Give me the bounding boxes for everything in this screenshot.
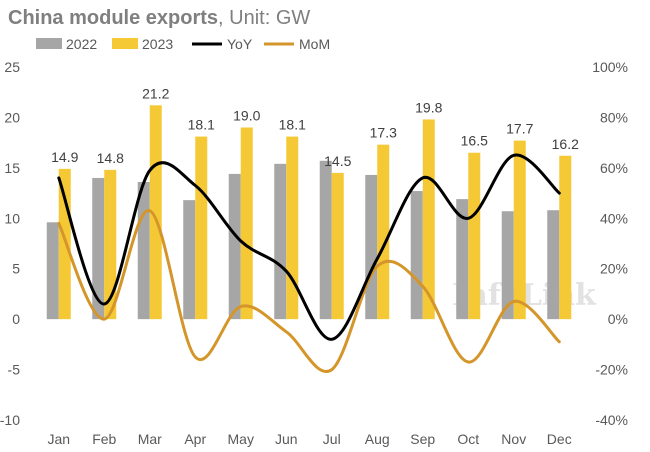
data-label-2023: 16.5 [461, 133, 488, 149]
y-right-tick-label: 100% [592, 59, 628, 75]
x-tick-label: Feb [92, 431, 116, 447]
x-tick-label: Jan [47, 431, 70, 447]
chart-title: China module exports, Unit: GW [8, 7, 310, 29]
legend-swatch-2022 [36, 38, 62, 49]
legend-swatch-2023 [112, 38, 138, 49]
bar-2023 [286, 136, 299, 320]
bar-2023 [377, 144, 390, 320]
y-left-tick-label: 5 [12, 261, 20, 277]
x-tick-label: Oct [457, 431, 479, 447]
y-right-tick-label: -20% [595, 362, 628, 378]
data-label-2023: 18.1 [279, 117, 306, 133]
y-left-tick-label: 15 [4, 160, 20, 176]
x-tick-label: Apr [184, 431, 206, 447]
bar-2023 [240, 127, 253, 320]
bar-2022 [183, 200, 196, 320]
bar-2022 [547, 210, 560, 320]
x-tick-label: Jul [323, 431, 341, 447]
y-right-tick-label: 60% [600, 160, 628, 176]
y-right-tick-label: 40% [600, 210, 628, 226]
bar-2022 [137, 181, 150, 320]
legend-label-2022: 2022 [66, 36, 97, 52]
data-label-2023: 19.0 [233, 108, 260, 124]
bar-2022 [46, 222, 59, 320]
x-tick-label: Nov [501, 431, 526, 447]
title-main: China module exports [8, 7, 218, 29]
bar-2022 [456, 199, 469, 320]
bar-2023 [149, 105, 162, 320]
x-tick-label: Jun [275, 431, 298, 447]
x-tick-label: Dec [547, 431, 572, 447]
x-tick-label: May [228, 431, 254, 447]
data-label-2023: 17.7 [506, 121, 533, 137]
y-right-tick-label: 0% [608, 311, 628, 327]
y-right-tick-label: -40% [595, 412, 628, 428]
data-label-2023: 21.2 [142, 85, 169, 101]
y-right-tick-label: 80% [600, 109, 628, 125]
bar-2022 [274, 163, 287, 320]
data-label-2023: 14.9 [51, 149, 78, 165]
bar-2023 [331, 172, 344, 320]
y-left-tick-label: -5 [8, 362, 21, 378]
y-left-tick-label: -10 [0, 412, 20, 428]
legend-label-yoy: YoY [227, 36, 253, 52]
line-mom [57, 209, 561, 373]
bar-2022 [92, 177, 105, 320]
plot-area: 25 20 15 10 5 0 -5 -10 100% 80% 60% 40% 20% 0% -20% -40… [0, 59, 628, 447]
legend-label-mom: MoM [299, 36, 330, 52]
data-label-2023: 17.3 [370, 125, 397, 141]
x-tick-label: Mar [138, 431, 162, 447]
data-label-2023: 18.1 [188, 117, 215, 133]
y-left-tick-label: 20 [4, 109, 20, 125]
x-tick-label: Sep [410, 431, 435, 447]
data-label-2023: 19.8 [415, 99, 442, 115]
y-right-tick-label: 20% [600, 261, 628, 277]
y-left-tick-label: 25 [4, 59, 20, 75]
bar-2023 [422, 119, 435, 320]
bar-2022 [365, 174, 378, 320]
bar-2022 [319, 160, 332, 320]
y-left-tick-label: 10 [4, 210, 20, 226]
legend: 2022 2023 YoY MoM [36, 36, 330, 52]
bar-2022 [228, 173, 241, 320]
bar-2022 [501, 211, 514, 320]
line-yoy [57, 153, 561, 341]
bar-2023 [195, 136, 208, 320]
bar-2023 [58, 168, 71, 320]
data-label-2023: 14.8 [97, 150, 124, 166]
bar-2022 [410, 191, 423, 320]
data-label-2023: 14.5 [324, 153, 351, 169]
y-left-tick-label: 0 [12, 311, 20, 327]
bar-2023 [513, 140, 526, 320]
data-label-2023: 16.2 [552, 136, 579, 152]
title-unit: , Unit: GW [218, 7, 310, 29]
bar-2023 [559, 155, 572, 320]
bar-2023 [104, 169, 117, 320]
bar-2023 [468, 152, 481, 320]
legend-label-2023: 2023 [142, 36, 173, 52]
x-tick-label: Aug [365, 431, 390, 447]
